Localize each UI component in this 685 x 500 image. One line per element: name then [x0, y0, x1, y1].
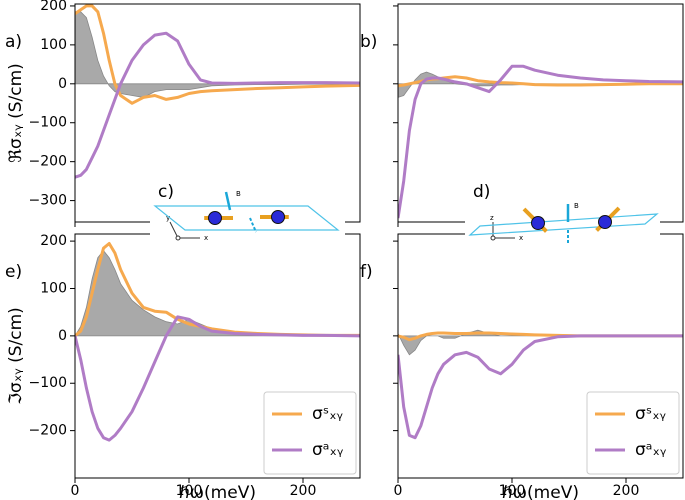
y-axis-label: ℜσₓᵧ (S/cm): [6, 63, 26, 163]
series-line: [75, 4, 360, 105]
series-line: [398, 75, 683, 88]
series-line: [75, 31, 360, 179]
y-tick-label: −200: [29, 154, 67, 170]
inset-bg: [150, 180, 345, 244]
series-line: [398, 64, 683, 219]
x-axis-label: ℏω(meV): [502, 483, 579, 500]
x-tick-label: 100: [176, 483, 203, 499]
field-label: B: [236, 190, 241, 198]
x-tick-label: 0: [71, 483, 80, 499]
axis-name: x: [204, 234, 208, 242]
y-tick-label: 200: [40, 233, 67, 249]
field-arrow: [224, 191, 232, 211]
legend-label: σᵃₓᵧ: [312, 440, 344, 460]
inset: d) x z B: [465, 180, 660, 244]
x-tick-label: 200: [613, 483, 640, 499]
inset: c) x y B: [150, 180, 345, 244]
atom: [598, 215, 612, 229]
y-tick-label: 100: [40, 280, 67, 296]
origin: [175, 235, 181, 241]
axis-name: y: [166, 214, 170, 222]
field-arrow-dashed: [249, 217, 257, 233]
inset-bg: [465, 180, 660, 244]
area: [75, 11, 360, 98]
legend-label: σˢₓᵧ: [312, 404, 344, 424]
panel: −300 −200 −100 0 100 200 a) ℜσₓᵧ (S/cm): [5, 0, 361, 227]
inset-label: c): [158, 182, 174, 202]
panel: b): [360, 3, 684, 227]
axis-name: x: [519, 234, 523, 242]
atom: [531, 216, 545, 230]
plane: [468, 213, 659, 236]
axis-arrow: [169, 221, 179, 239]
y-tick-label: 0: [58, 328, 67, 344]
series-line: [398, 334, 683, 440]
panel-label: e): [5, 262, 22, 282]
series-line: [75, 315, 360, 442]
y-tick-label: 0: [58, 76, 67, 92]
panel-label: f): [360, 262, 373, 282]
y-tick-label: 100: [40, 37, 67, 53]
panel-label: b): [360, 32, 377, 52]
atom: [271, 210, 285, 224]
y-tick-label: −300: [29, 193, 67, 209]
legend-label: σˢₓᵧ: [635, 404, 667, 424]
legend-label: σᵃₓᵧ: [635, 440, 667, 460]
atom: [208, 211, 222, 225]
y-tick-label: −100: [29, 115, 67, 131]
panel-label: a): [5, 32, 22, 52]
origin: [490, 235, 496, 241]
y-tick-label: 200: [40, 0, 67, 14]
x-axis-label: ℏω(meV): [179, 483, 256, 500]
axis-name: z: [490, 214, 494, 222]
y-tick-label: −200: [29, 423, 67, 439]
plane: [153, 205, 340, 231]
inset-label: d): [473, 182, 490, 202]
x-tick-label: 200: [290, 483, 317, 499]
panel: 0 100 200 f) ℏω(meV) σˢₓᵧ σᵃₓᵧ: [360, 233, 684, 500]
x-tick-label: 100: [499, 483, 526, 499]
y-tick-label: −100: [29, 375, 67, 391]
y-axis-label: ℑσₓᵧ (S/cm): [6, 307, 26, 405]
panel: −200 −100 0 100 200 0 100 200 e) ℑσₓᵧ (S/cm) ℏω(me…: [5, 233, 361, 500]
x-tick-label: 0: [394, 483, 403, 499]
field-label: B: [574, 202, 579, 210]
